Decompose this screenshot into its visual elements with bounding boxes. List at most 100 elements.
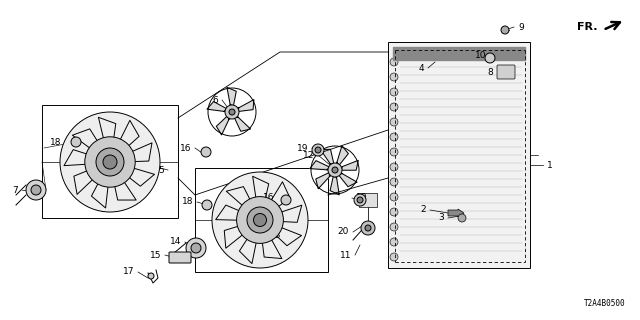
Polygon shape [207,101,227,111]
Circle shape [390,73,398,81]
Polygon shape [119,165,154,186]
Circle shape [202,200,212,210]
Text: 5: 5 [158,165,164,174]
FancyBboxPatch shape [497,65,515,79]
Polygon shape [122,143,152,162]
Text: 18: 18 [182,197,193,206]
Polygon shape [72,129,104,154]
Polygon shape [271,205,302,222]
Polygon shape [74,166,100,194]
Circle shape [458,214,466,222]
Text: 3: 3 [438,213,444,222]
Polygon shape [267,182,290,213]
Text: 14: 14 [170,237,181,246]
Circle shape [191,243,201,253]
Text: 1: 1 [547,161,553,170]
Circle shape [485,53,495,63]
Circle shape [390,178,398,186]
Circle shape [390,58,398,66]
Circle shape [361,221,375,235]
Circle shape [237,196,284,244]
Circle shape [148,273,154,279]
Text: 2: 2 [420,205,426,214]
Polygon shape [261,231,282,259]
Text: FR.: FR. [577,22,598,32]
Polygon shape [268,224,301,246]
Polygon shape [253,176,269,209]
Circle shape [390,253,398,261]
Text: 10: 10 [474,51,486,60]
Text: 15: 15 [150,251,161,260]
Circle shape [390,238,398,246]
Circle shape [390,103,398,111]
Polygon shape [234,117,251,131]
Polygon shape [116,120,139,155]
FancyBboxPatch shape [169,252,191,263]
Circle shape [212,172,308,268]
Circle shape [103,155,117,169]
Circle shape [60,112,160,212]
Circle shape [354,194,366,206]
FancyBboxPatch shape [359,193,377,207]
Polygon shape [330,176,339,195]
Text: 9: 9 [518,22,524,31]
Text: 17: 17 [122,268,134,276]
Circle shape [501,26,509,34]
Circle shape [26,180,46,200]
Text: 4: 4 [419,63,424,73]
Circle shape [315,147,321,153]
Circle shape [357,197,363,203]
Polygon shape [92,172,109,208]
Polygon shape [224,223,250,248]
Polygon shape [64,150,99,166]
Circle shape [186,238,206,258]
Circle shape [328,163,342,177]
Polygon shape [227,87,236,106]
Circle shape [71,137,81,147]
Circle shape [96,148,124,176]
Circle shape [390,148,398,156]
Circle shape [253,213,266,227]
Text: T2A4B0500: T2A4B0500 [584,299,625,308]
Polygon shape [216,205,250,220]
Circle shape [390,208,398,216]
Text: 12: 12 [303,150,314,159]
Circle shape [312,144,324,156]
Polygon shape [227,187,255,212]
Polygon shape [238,100,254,111]
Circle shape [365,225,371,231]
Polygon shape [99,117,116,150]
Text: 19: 19 [356,194,367,203]
Circle shape [247,207,273,233]
Circle shape [390,88,398,96]
Polygon shape [112,173,136,200]
Text: 13: 13 [269,230,281,239]
Polygon shape [339,173,357,187]
Circle shape [332,167,338,173]
Polygon shape [388,42,530,268]
Text: 16: 16 [262,194,274,203]
Text: 8: 8 [487,68,493,76]
Circle shape [390,118,398,126]
Polygon shape [337,146,348,165]
Text: 16: 16 [179,143,191,153]
Text: 19: 19 [296,143,308,153]
Circle shape [31,185,41,195]
Circle shape [390,223,398,231]
Circle shape [225,105,239,119]
Text: 6: 6 [212,95,218,105]
Polygon shape [316,172,330,189]
Polygon shape [321,149,334,164]
Polygon shape [341,160,358,170]
Circle shape [229,109,235,115]
Text: 11: 11 [339,251,351,260]
Circle shape [390,163,398,171]
FancyArrow shape [448,209,464,217]
Polygon shape [393,47,525,60]
Circle shape [85,137,135,187]
Polygon shape [310,161,330,170]
Text: 18: 18 [49,138,61,147]
Circle shape [281,195,291,205]
Polygon shape [216,116,229,135]
Circle shape [390,133,398,141]
